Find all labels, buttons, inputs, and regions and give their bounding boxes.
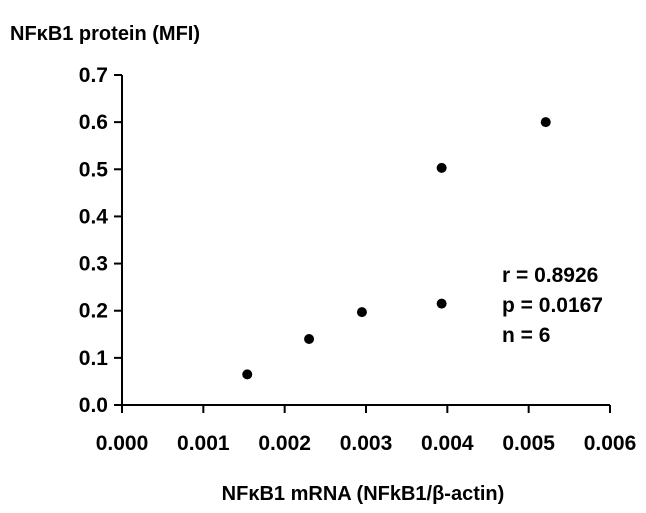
x-axis-ticks: 0.000 0.001 0.002 0.003 0.004 0.005 0.006 <box>96 405 637 455</box>
y-tick-label: 0.4 <box>79 205 109 228</box>
y-tick-label: 0.5 <box>79 158 109 181</box>
x-tick-label: 0.001 <box>177 432 230 455</box>
y-tick-label: 0.0 <box>79 394 108 417</box>
y-tick-label: 0.1 <box>79 347 109 370</box>
x-axis-title: NFκB1 mRNA (NFkB1/β-actin) <box>222 483 505 505</box>
data-point <box>540 117 551 128</box>
data-point <box>436 162 447 173</box>
stat-p: p = 0.0167 <box>502 294 603 317</box>
stat-r: r = 0.8926 <box>502 264 598 287</box>
data-point <box>304 334 315 344</box>
x-tick-label: 0.000 <box>96 432 149 455</box>
data-point <box>242 369 253 380</box>
data-points <box>242 117 551 380</box>
y-tick-label: 0.6 <box>79 111 108 134</box>
y-axis-ticks: 0.0 0.1 0.2 0.3 0.4 0.5 0.6 0.7 <box>79 64 122 417</box>
y-tick-label: 0.7 <box>79 64 108 87</box>
x-tick-label: 0.002 <box>258 432 311 455</box>
x-tick-label: 0.006 <box>584 432 637 455</box>
data-point <box>356 307 367 318</box>
y-tick-label: 0.3 <box>79 253 108 276</box>
data-point <box>436 298 447 309</box>
x-tick-label: 0.004 <box>421 432 474 455</box>
x-tick-label: 0.003 <box>340 432 393 455</box>
y-axis-title: NFκB1 protein (MFI) <box>10 23 200 45</box>
y-tick-label: 0.2 <box>79 300 108 323</box>
stat-n: n = 6 <box>502 324 550 347</box>
x-tick-label: 0.005 <box>502 432 555 455</box>
